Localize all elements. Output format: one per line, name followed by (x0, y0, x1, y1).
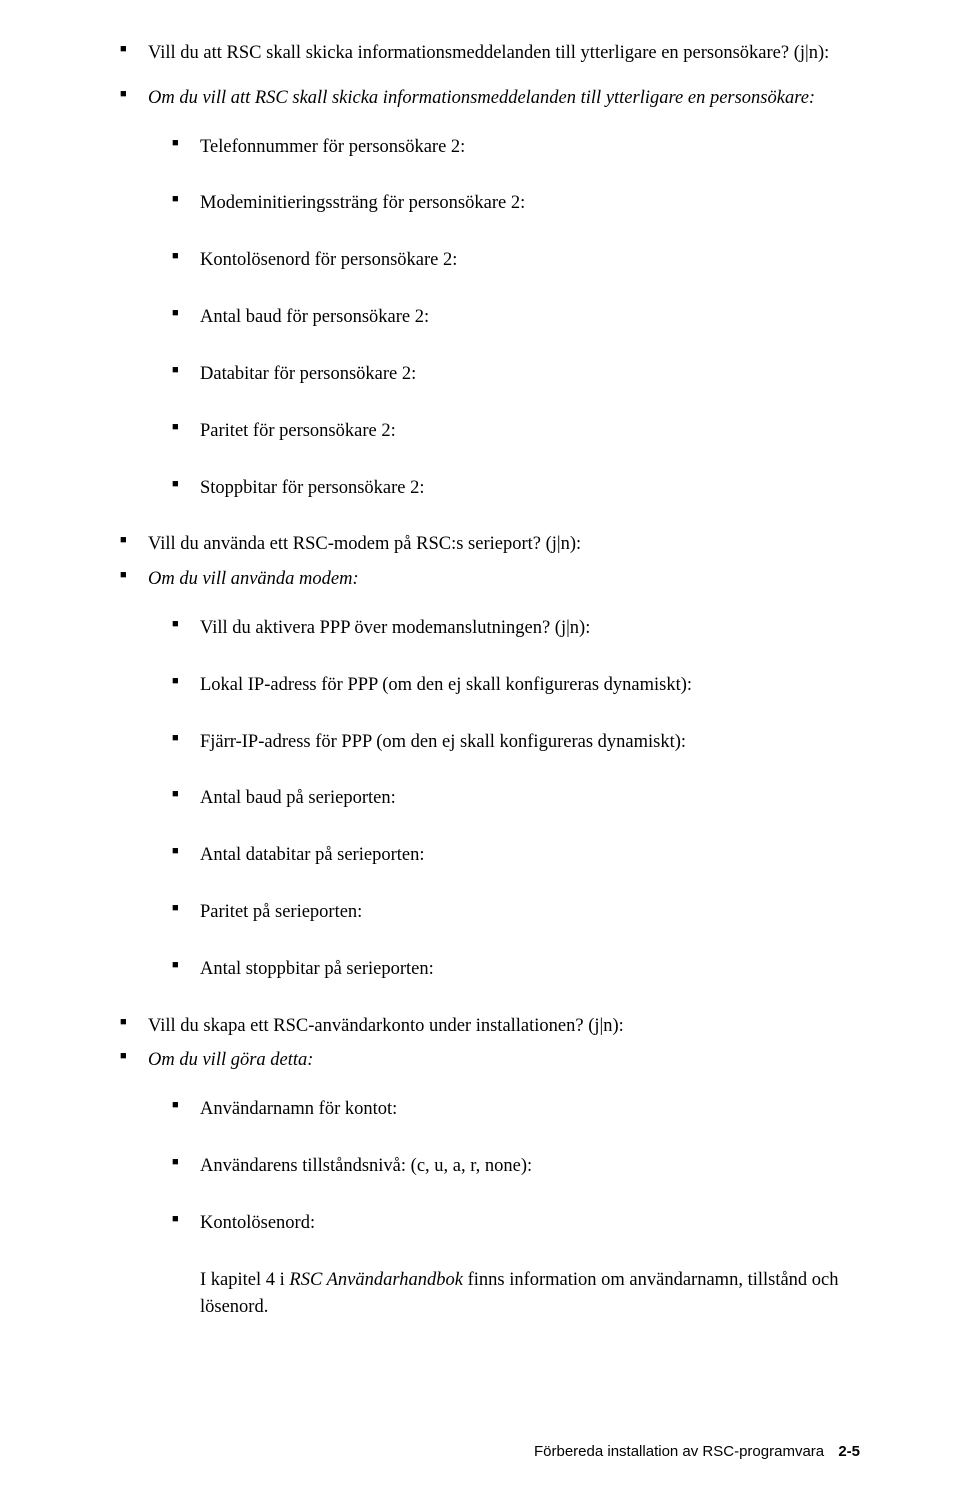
sub-list-item: Kontolösenord: (172, 1210, 860, 1237)
list-item: Vill du använda ett RSC-modem på RSC:s s… (120, 531, 860, 558)
sub-list-item-text: Antal baud för personsökare 2: (200, 307, 429, 327)
sub-list-item-text: Användarnamn för kontot: (200, 1099, 397, 1119)
sub-list-item-text: Stoppbitar för personsökare 2: (200, 478, 425, 498)
sub-list-item-text: Användarens tillståndsnivå: (c, u, a, r,… (200, 1156, 532, 1176)
sub-list-item: Lokal IP-adress för PPP (om den ej skall… (172, 672, 860, 699)
sub-list-item-text: Antal databitar på serieporten: (200, 845, 424, 865)
list-item-text: Om du vill att RSC skall skicka informat… (148, 88, 815, 108)
sub-list-item: Paritet för personsökare 2: (172, 418, 860, 445)
sub-list-item: Antal databitar på serieporten: (172, 842, 860, 869)
sub-list-item: Databitar för personsökare 2: (172, 361, 860, 388)
sub-list-item: Paritet på serieporten: (172, 899, 860, 926)
sub-list-item-text: Paritet för personsökare 2: (200, 421, 396, 441)
sub-list-item: Fjärr-IP-adress för PPP (om den ej skall… (172, 729, 860, 756)
sub-list-item-text: Lokal IP-adress för PPP (om den ej skall… (200, 675, 692, 695)
list-item: Om du vill använda modem: Vill du aktiver… (120, 566, 860, 983)
tail-paragraph: I kapitel 4 i RSC Användarhandbok finns … (200, 1267, 860, 1321)
sub-list-item: Stoppbitar för personsökare 2: (172, 475, 860, 502)
list-item-text: Vill du skapa ett RSC-användarkonto unde… (148, 1016, 624, 1036)
sub-list-item-text: Antal baud på serieporten: (200, 788, 396, 808)
list-item-text: Vill du att RSC skall skicka information… (148, 43, 829, 63)
list-item-text: Om du vill göra detta: (148, 1050, 313, 1070)
tail-prefix: I kapitel 4 i (200, 1270, 289, 1290)
list-item: Vill du att RSC skall skicka information… (120, 40, 860, 67)
sub-list-item-text: Telefonnummer för personsökare 2: (200, 137, 465, 157)
footer-page-number: 2-5 (838, 1443, 860, 1460)
list-item: Om du vill att RSC skall skicka informat… (120, 85, 860, 502)
sub-list-item: Användarnamn för kontot: (172, 1096, 860, 1123)
sub-list-item-text: Paritet på serieporten: (200, 902, 362, 922)
sub-list-item-text: Fjärr-IP-adress för PPP (om den ej skall… (200, 732, 686, 752)
page-footer: Förbereda installation av RSC-programvar… (534, 1443, 860, 1460)
document-page: Vill du att RSC skall skicka information… (0, 0, 960, 1496)
bullet-list-root: Vill du att RSC skall skicka information… (120, 40, 860, 1320)
list-item: Vill du skapa ett RSC-användarkonto unde… (120, 1013, 860, 1040)
sub-list-item-text: Databitar för personsökare 2: (200, 364, 416, 384)
sub-list-item: Vill du aktivera PPP över modemanslutnin… (172, 615, 860, 642)
sub-list-item: Antal baud för personsökare 2: (172, 304, 860, 331)
list-item-text: Vill du använda ett RSC-modem på RSC:s s… (148, 534, 581, 554)
sub-list: Telefonnummer för personsökare 2: Modemin… (172, 134, 860, 502)
sub-list-item-text: Modeminitieringssträng för personsökare … (200, 193, 525, 213)
list-item: Om du vill göra detta: Användarnamn för k… (120, 1047, 860, 1320)
sub-list-item: Kontolösenord för personsökare 2: (172, 247, 860, 274)
sub-list-item: Antal stoppbitar på serieporten: (172, 956, 860, 983)
list-item-text: Om du vill använda modem: (148, 569, 359, 589)
sub-list: Användarnamn för kontot: Användarens till… (172, 1096, 860, 1236)
footer-text: Förbereda installation av RSC-programvar… (534, 1443, 824, 1460)
sub-list-item: Antal baud på serieporten: (172, 785, 860, 812)
sub-list: Vill du aktivera PPP över modemanslutnin… (172, 615, 860, 983)
sub-list-item-text: Vill du aktivera PPP över modemanslutnin… (200, 618, 590, 638)
sub-list-item: Telefonnummer för personsökare 2: (172, 134, 860, 161)
sub-list-item-text: Kontolösenord: (200, 1213, 315, 1233)
sub-list-item: Användarens tillståndsnivå: (c, u, a, r,… (172, 1153, 860, 1180)
sub-list-item-text: Antal stoppbitar på serieporten: (200, 959, 434, 979)
sub-list-item-text: Kontolösenord för personsökare 2: (200, 250, 457, 270)
tail-italic: RSC Användarhandbok (289, 1270, 463, 1290)
sub-list-item: Modeminitieringssträng för personsökare … (172, 190, 860, 217)
